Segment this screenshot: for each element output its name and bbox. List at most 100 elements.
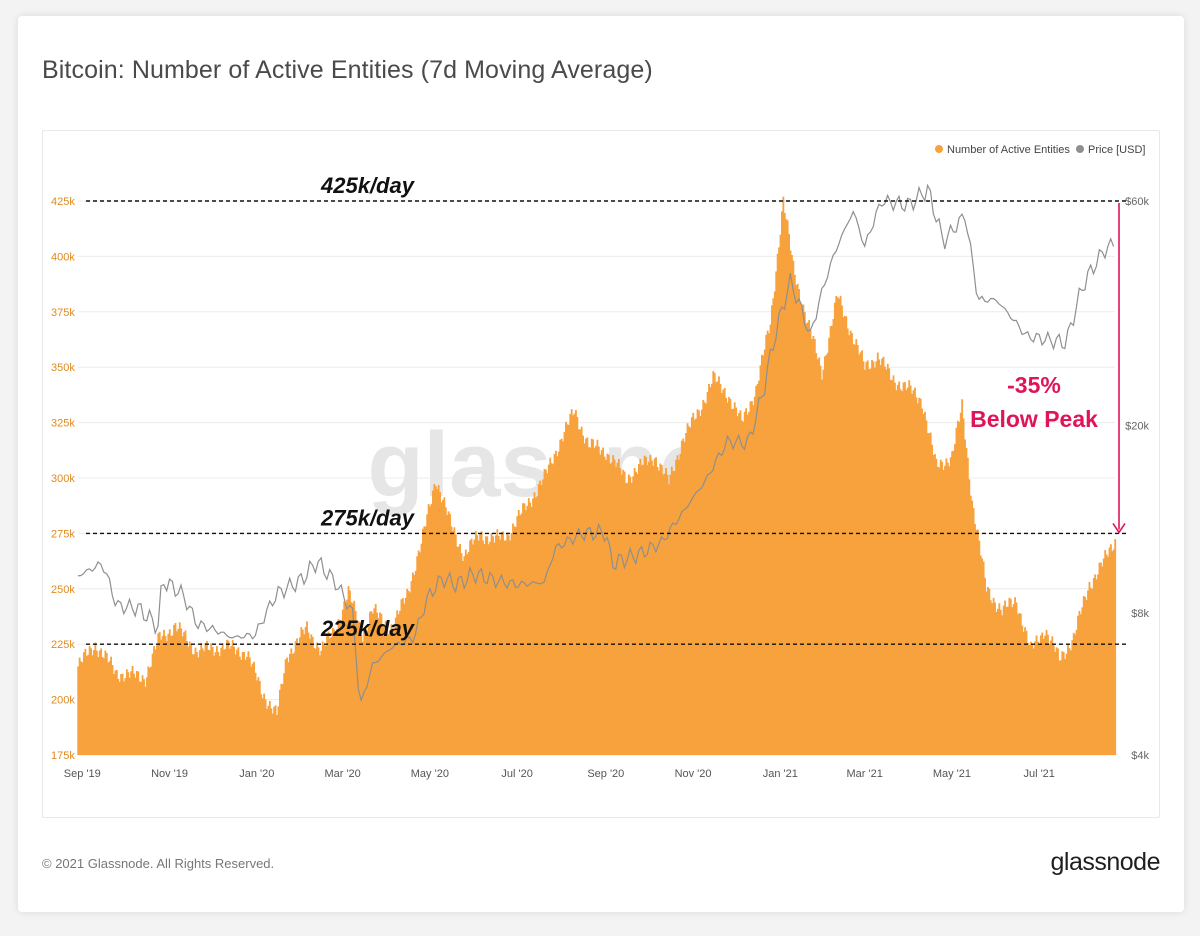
bar — [989, 600, 992, 755]
bar — [85, 655, 88, 755]
right-tick-label: $8k — [1131, 608, 1149, 620]
bar — [758, 380, 760, 755]
bar — [266, 708, 268, 755]
bar — [587, 447, 590, 755]
bar — [1105, 554, 1108, 755]
bar — [815, 353, 818, 755]
bar — [609, 463, 612, 755]
bar — [359, 622, 361, 755]
bar — [436, 489, 439, 755]
bar — [565, 421, 567, 755]
legend[interactable]: Number of Active Entities Price [USD] — [935, 144, 1145, 156]
bar — [902, 382, 905, 755]
bar — [193, 654, 195, 755]
bar — [497, 535, 500, 755]
bar — [440, 502, 443, 755]
bar — [404, 597, 407, 755]
bar — [155, 645, 158, 755]
bar — [971, 500, 974, 755]
bar — [938, 467, 941, 755]
bar — [812, 336, 815, 755]
bar — [143, 679, 145, 755]
bar — [650, 460, 653, 755]
bar — [459, 543, 462, 755]
bar — [805, 323, 808, 755]
bar — [101, 657, 104, 755]
bar — [547, 464, 550, 755]
bar — [635, 471, 637, 755]
bar — [964, 439, 966, 755]
bar — [959, 412, 962, 755]
bar — [696, 409, 699, 755]
bar — [250, 666, 253, 755]
bar — [95, 650, 98, 755]
bar — [519, 515, 522, 755]
bar — [615, 467, 617, 755]
bar — [399, 610, 401, 755]
glassnode-logo[interactable]: glassnode — [1050, 848, 1161, 876]
bar — [935, 458, 938, 755]
bar — [487, 544, 490, 755]
bar — [808, 320, 811, 755]
bar — [916, 403, 919, 755]
bar — [861, 350, 863, 755]
bar — [97, 656, 100, 755]
bar — [493, 542, 496, 755]
bar — [1032, 648, 1035, 755]
bar — [1052, 644, 1055, 755]
bar — [925, 420, 928, 755]
legend-label-entities: Number of Active Entities — [947, 144, 1070, 156]
bar — [876, 352, 879, 755]
bar — [679, 453, 682, 755]
bar — [194, 647, 197, 755]
bar — [719, 383, 722, 755]
bar — [83, 652, 85, 755]
bar — [763, 349, 766, 755]
bar — [303, 634, 306, 755]
bar — [974, 524, 976, 755]
bar — [370, 611, 373, 755]
bar — [384, 620, 387, 755]
bar — [127, 672, 130, 755]
bar — [888, 368, 891, 755]
bar — [304, 626, 307, 755]
bar — [227, 640, 230, 755]
bar — [1004, 600, 1006, 755]
bar — [1062, 652, 1065, 755]
x-axis: Sep '19 Nov '19 Jan '20 Mar '20 May '20 Jul '… — [64, 768, 1055, 780]
bar — [961, 399, 964, 755]
bar — [482, 540, 484, 755]
bar — [921, 408, 924, 755]
bar — [819, 365, 822, 755]
bar — [862, 361, 865, 755]
bar — [411, 572, 414, 755]
bar — [680, 440, 683, 755]
bar — [566, 424, 569, 755]
bar — [1025, 630, 1028, 755]
bar — [782, 196, 785, 755]
bar — [253, 661, 256, 755]
bar — [483, 544, 486, 755]
bar — [437, 485, 440, 755]
bar — [90, 648, 92, 755]
bar — [1107, 556, 1109, 755]
bar — [918, 397, 921, 755]
bar — [1029, 641, 1032, 755]
bar — [207, 649, 210, 755]
bar — [612, 455, 615, 755]
bar — [103, 658, 105, 755]
bar — [376, 612, 379, 755]
bar — [793, 274, 796, 755]
bar — [553, 454, 556, 755]
bar — [733, 402, 736, 755]
bar — [417, 550, 420, 755]
bar — [533, 492, 536, 755]
bar — [351, 603, 354, 755]
bar — [284, 659, 287, 755]
bar — [978, 540, 981, 755]
bar — [340, 621, 343, 755]
bar — [460, 553, 463, 755]
bar — [1064, 658, 1067, 755]
bar — [456, 546, 459, 755]
bar — [514, 527, 517, 755]
